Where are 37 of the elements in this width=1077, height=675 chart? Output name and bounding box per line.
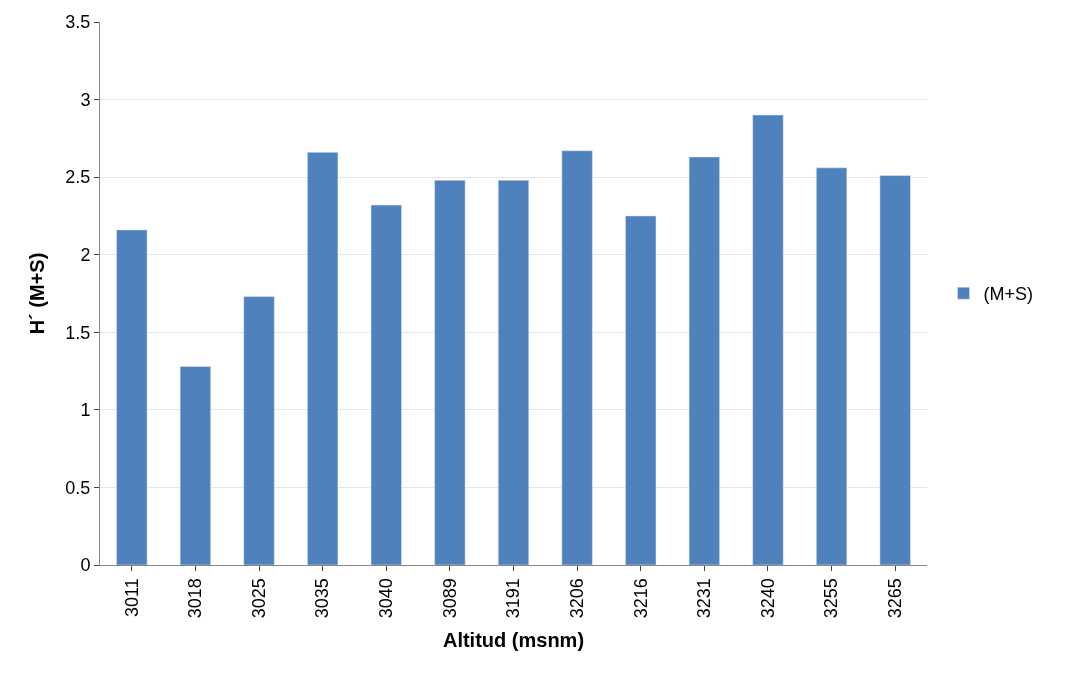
- x-tick-label: 3040: [376, 578, 397, 619]
- y-tick-label: 3.5: [65, 12, 91, 33]
- x-tick-label: 3255: [821, 578, 842, 619]
- x-tick-label: 3089: [439, 578, 460, 619]
- y-tick-label: 1.5: [65, 322, 91, 343]
- y-tick-label: 2.5: [65, 167, 91, 188]
- y-axis-title: H´ (M+S): [25, 252, 48, 335]
- y-tick-label: 0: [80, 555, 91, 576]
- x-tick-label: 3265: [885, 578, 906, 619]
- y-tick-label: 1: [80, 400, 91, 421]
- x-tick-label: 3191: [503, 578, 524, 619]
- bar: [307, 152, 339, 565]
- bar: [752, 114, 784, 565]
- x-tick-label: 3035: [312, 578, 333, 619]
- x-tick-label: 3018: [185, 578, 206, 619]
- bar: [561, 150, 593, 565]
- x-axis-title: Altitud (msnm): [442, 628, 585, 651]
- bar: [243, 296, 275, 565]
- bar: [116, 229, 148, 565]
- bar: [688, 156, 720, 565]
- y-tick-label: 0.5: [65, 477, 91, 498]
- x-tick-label: 3240: [757, 578, 778, 619]
- bar: [816, 167, 848, 565]
- x-tick-label: 3206: [566, 578, 587, 619]
- x-tick-label: 3231: [694, 578, 715, 619]
- legend-label: (M+S): [983, 284, 1034, 305]
- bar: [497, 180, 530, 565]
- bar: [370, 204, 402, 565]
- bar: [434, 180, 466, 565]
- y-tick-label: 3: [80, 89, 91, 110]
- bar: [179, 366, 211, 565]
- y-tick-label: 2: [80, 245, 91, 266]
- x-tick-label: 3025: [248, 578, 269, 619]
- x-tick-label: 3216: [630, 578, 651, 619]
- x-tick-label: 3011: [121, 578, 142, 617]
- bar: [879, 175, 911, 565]
- bar: [625, 215, 657, 565]
